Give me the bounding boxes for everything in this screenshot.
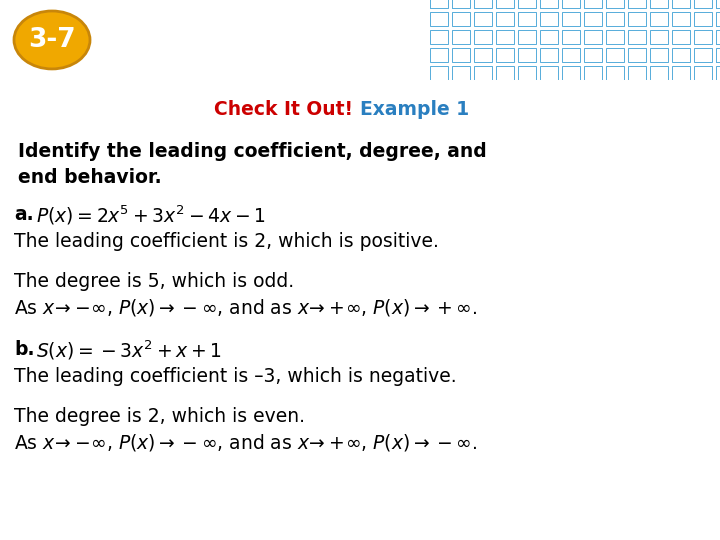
Bar <box>562 30 580 44</box>
Bar <box>562 12 580 26</box>
Bar <box>518 12 536 26</box>
Bar <box>518 48 536 62</box>
Text: end behavior.: end behavior. <box>18 168 161 187</box>
Bar <box>540 30 558 44</box>
Bar <box>430 12 448 26</box>
Bar <box>496 30 514 44</box>
Bar <box>518 0 536 8</box>
Bar <box>452 0 470 8</box>
Bar <box>452 48 470 62</box>
Bar <box>716 0 720 8</box>
Bar <box>606 30 624 44</box>
Bar <box>562 66 580 80</box>
Bar <box>562 0 580 8</box>
Bar <box>540 0 558 8</box>
Bar <box>584 0 602 8</box>
Bar <box>628 12 646 26</box>
Bar <box>540 48 558 62</box>
Bar <box>606 66 624 80</box>
Text: The degree is 2, which is even.: The degree is 2, which is even. <box>14 407 305 427</box>
Text: $P(x) = 2x^5 + 3x^2 - 4x - 1$: $P(x) = 2x^5 + 3x^2 - 4x - 1$ <box>36 203 266 227</box>
Bar <box>650 30 668 44</box>
Bar <box>430 66 448 80</box>
Bar <box>672 30 690 44</box>
Bar <box>430 30 448 44</box>
Bar <box>694 0 712 8</box>
Text: Holt McDougal Algebra 2: Holt McDougal Algebra 2 <box>10 521 149 531</box>
Bar <box>496 66 514 80</box>
Text: Identify the leading coefficient, degree, and: Identify the leading coefficient, degree… <box>18 143 487 161</box>
Bar <box>606 0 624 8</box>
Bar <box>474 48 492 62</box>
Bar <box>716 30 720 44</box>
Bar <box>606 48 624 62</box>
Bar <box>694 48 712 62</box>
Bar <box>562 48 580 62</box>
Bar <box>672 48 690 62</box>
Bar <box>716 48 720 62</box>
Text: Copyright © by Holt Mc Dougal. All Rights Reserved.: Copyright © by Holt Mc Dougal. All Right… <box>436 521 710 531</box>
Text: The leading coefficient is 2, which is positive.: The leading coefficient is 2, which is p… <box>14 232 439 252</box>
Bar <box>628 30 646 44</box>
Text: Polynomial Functions: Polynomial Functions <box>105 44 373 64</box>
Bar <box>518 30 536 44</box>
Bar <box>694 66 712 80</box>
Bar <box>452 30 470 44</box>
Bar <box>584 12 602 26</box>
Bar <box>672 12 690 26</box>
Bar <box>474 0 492 8</box>
Text: a.: a. <box>14 205 34 225</box>
Bar <box>496 48 514 62</box>
Bar <box>430 48 448 62</box>
Bar <box>650 66 668 80</box>
Bar <box>584 30 602 44</box>
Bar <box>540 12 558 26</box>
Bar <box>716 66 720 80</box>
Bar <box>430 0 448 8</box>
Text: b.: b. <box>14 340 35 360</box>
Bar <box>650 0 668 8</box>
Text: As $x \!\rightarrow\! -\!\infty$, $P(x) \rightarrow -\infty$, and as $x \!\right: As $x \!\rightarrow\! -\!\infty$, $P(x) … <box>14 433 477 454</box>
Bar <box>496 0 514 8</box>
Text: Investigating Graphs of: Investigating Graphs of <box>105 18 401 38</box>
Bar <box>452 66 470 80</box>
Bar <box>452 12 470 26</box>
Bar <box>672 66 690 80</box>
Bar <box>628 48 646 62</box>
Bar <box>716 12 720 26</box>
Text: 3-7: 3-7 <box>28 27 76 53</box>
Bar <box>474 66 492 80</box>
Text: Check It Out!: Check It Out! <box>215 100 360 119</box>
Text: As $x \!\rightarrow\! -\!\infty$, $P(x) \rightarrow -\infty$, and as $x \!\right: As $x \!\rightarrow\! -\!\infty$, $P(x) … <box>14 298 477 319</box>
Bar <box>672 0 690 8</box>
Bar <box>540 66 558 80</box>
Bar <box>584 66 602 80</box>
Text: The leading coefficient is –3, which is negative.: The leading coefficient is –3, which is … <box>14 367 456 387</box>
Bar <box>496 12 514 26</box>
Bar <box>474 12 492 26</box>
Bar <box>584 48 602 62</box>
Bar <box>650 12 668 26</box>
Bar <box>628 66 646 80</box>
Bar <box>650 48 668 62</box>
Bar <box>474 30 492 44</box>
Text: $S(x) = -3x^2 + x + 1$: $S(x) = -3x^2 + x + 1$ <box>36 338 222 362</box>
Text: Example 1: Example 1 <box>360 100 469 119</box>
Bar <box>518 66 536 80</box>
Bar <box>628 0 646 8</box>
Bar <box>694 30 712 44</box>
Bar <box>606 12 624 26</box>
Bar <box>694 12 712 26</box>
Text: The degree is 5, which is odd.: The degree is 5, which is odd. <box>14 272 294 292</box>
Ellipse shape <box>14 11 90 69</box>
